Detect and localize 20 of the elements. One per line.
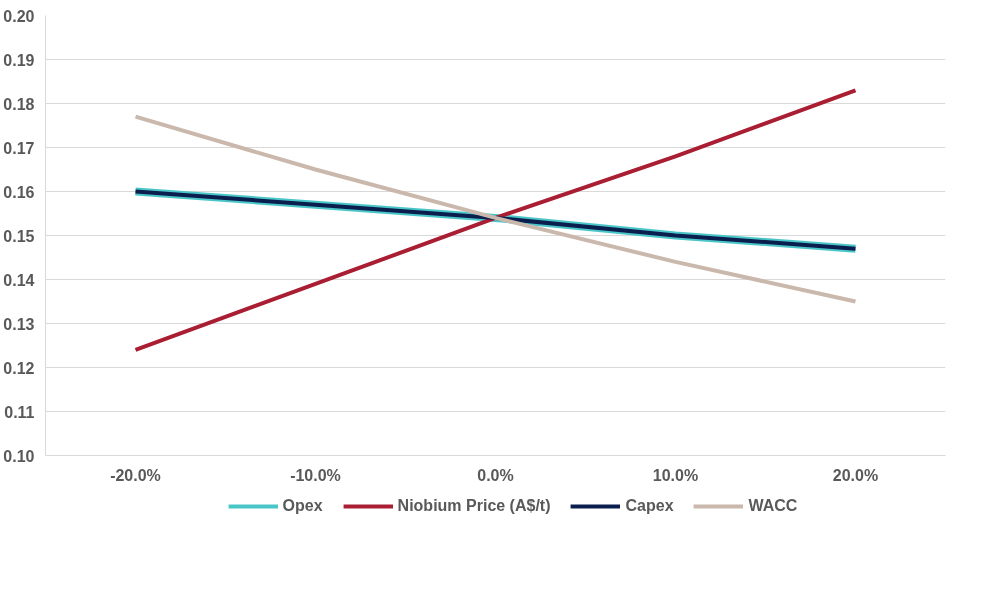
y-tick-label: 0.16 [3, 183, 35, 201]
y-tick-label: 0.11 [4, 403, 35, 421]
x-tick-label: 20.0% [832, 466, 879, 484]
y-tick-label: 0.19 [3, 51, 35, 69]
y-tick-label: 0.20 [3, 7, 35, 25]
x-tick-label: 0.0% [477, 466, 514, 484]
y-tick-label: 0.13 [3, 315, 35, 333]
x-tick-label: -10.0% [290, 466, 341, 484]
y-tick-label: 0.18 [3, 95, 35, 113]
legend-label: Capex [625, 497, 674, 515]
legend-label: WACC [748, 497, 798, 515]
y-tick-label: 0.15 [3, 227, 35, 245]
y-tick-label: 0.17 [3, 139, 35, 157]
legend-label: Opex [282, 497, 323, 515]
x-tick-label: 10.0% [652, 466, 699, 484]
legend-label: Niobium Price (A$/t) [397, 497, 551, 515]
y-tick-label: 0.12 [3, 359, 35, 377]
x-tick-label: -20.0% [110, 466, 161, 484]
y-tick-label: 0.14 [3, 271, 35, 289]
y-tick-label: 0.10 [3, 447, 35, 465]
